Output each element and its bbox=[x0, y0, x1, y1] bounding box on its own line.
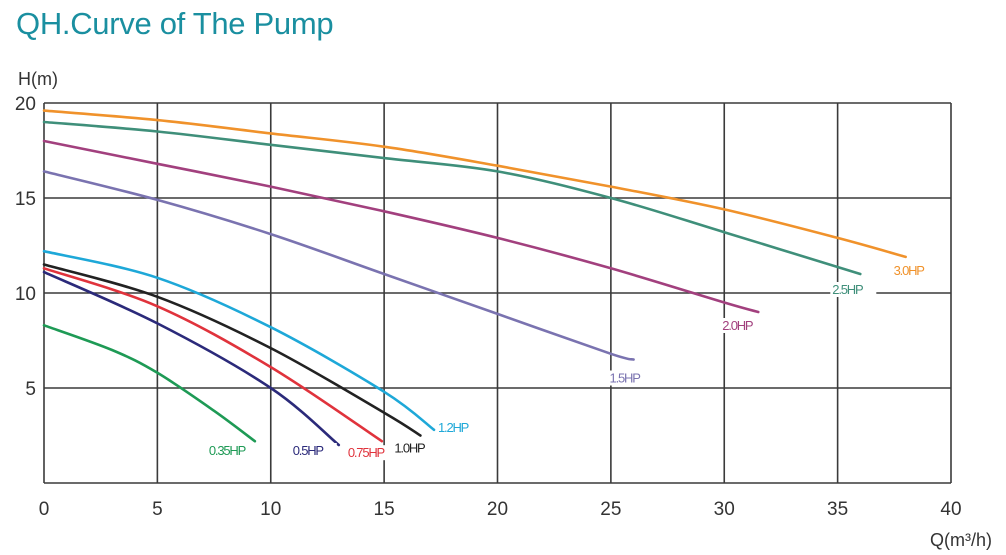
chart-title: QH.Curve of The Pump bbox=[16, 6, 334, 41]
x-axis-label: Q(m³/h) bbox=[930, 530, 992, 550]
curve-0-35hp bbox=[42, 324, 257, 443]
x-tick-label: 40 bbox=[940, 499, 961, 520]
x-tick-label: 20 bbox=[487, 499, 508, 520]
x-tick-label: 10 bbox=[260, 499, 281, 520]
label-background bbox=[436, 419, 483, 435]
series-label: 1.5HP bbox=[610, 371, 641, 386]
label-background bbox=[392, 440, 439, 456]
curve-0-5hp bbox=[42, 270, 341, 447]
curve-1-5hp bbox=[42, 170, 635, 361]
series-label: 1.0HP bbox=[394, 441, 425, 456]
x-tick-label: 15 bbox=[374, 499, 395, 520]
x-tick-label: 35 bbox=[827, 499, 848, 520]
tick-labels: 0 5 10 15 20 25 30 35 40 5 10 15 20 bbox=[15, 94, 962, 520]
x-tick-label: 0 bbox=[39, 499, 50, 520]
y-tick-label: 5 bbox=[25, 379, 36, 400]
series-label: 0.5HP bbox=[293, 443, 324, 458]
curve-1-0hp bbox=[42, 263, 422, 437]
y-tick-label: 20 bbox=[15, 94, 36, 115]
label-background bbox=[720, 318, 767, 333]
label-background bbox=[345, 445, 392, 461]
series-label: 2.0HP bbox=[722, 318, 753, 333]
x-tick-label: 30 bbox=[714, 499, 735, 520]
curve-0-75hp bbox=[42, 267, 384, 443]
y-axis-label: H(m) bbox=[18, 69, 58, 89]
label-background bbox=[290, 443, 337, 458]
label-background bbox=[830, 282, 877, 297]
label-background bbox=[607, 370, 654, 386]
curves bbox=[42, 109, 907, 447]
label-background bbox=[206, 443, 253, 459]
x-tick-label: 25 bbox=[600, 499, 621, 520]
series-label: 3.0HP bbox=[894, 263, 925, 278]
y-tick-label: 10 bbox=[15, 284, 36, 305]
y-tick-label: 15 bbox=[15, 189, 36, 210]
series-label: 0.75HP bbox=[348, 445, 385, 460]
curve-2-0hp bbox=[42, 139, 760, 314]
series-labels: 3.0HP 2.5HP 2.0HP 1.5HP 1.2HP 1.0HP 0.75HP 0.5H… bbox=[206, 262, 938, 461]
series-label: 2.5HP bbox=[832, 282, 863, 297]
x-tick-label: 5 bbox=[152, 499, 163, 520]
series-label: 0.35HP bbox=[209, 443, 246, 458]
curve-1-2hp bbox=[42, 249, 436, 432]
curve-3-0hp bbox=[42, 109, 907, 259]
label-background bbox=[891, 262, 938, 278]
series-label: 1.2HP bbox=[438, 420, 469, 435]
grid bbox=[43, 102, 952, 484]
curve-2-5hp bbox=[42, 120, 862, 276]
